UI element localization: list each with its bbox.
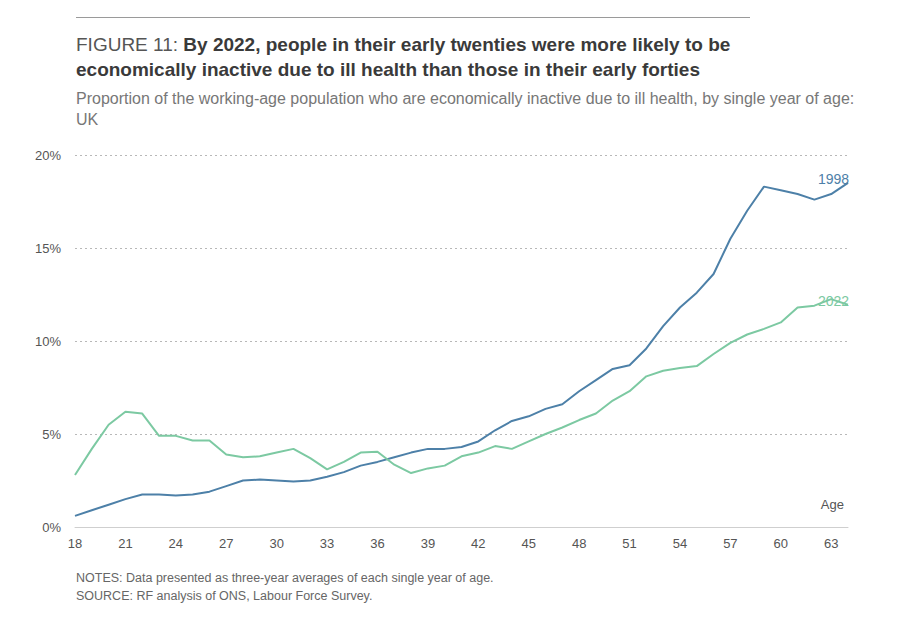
svg-text:63: 63 xyxy=(824,536,838,551)
svg-text:48: 48 xyxy=(572,536,586,551)
svg-text:39: 39 xyxy=(421,536,435,551)
svg-text:51: 51 xyxy=(622,536,636,551)
svg-text:21: 21 xyxy=(118,536,132,551)
html-text:FIGURE 11: By 2022, people in: FIGURE 11: By 2022, people in their earl… xyxy=(76,34,731,80)
svg-text:24: 24 xyxy=(169,536,183,551)
svg-text:20%: 20% xyxy=(35,148,61,163)
svg-text:33: 33 xyxy=(320,536,334,551)
svg-text:54: 54 xyxy=(673,536,687,551)
svg-text:30: 30 xyxy=(269,536,283,551)
svg-text:18: 18 xyxy=(68,536,82,551)
svg-text:1998: 1998 xyxy=(818,171,849,187)
svg-text:60: 60 xyxy=(774,536,788,551)
html-text:SOURCE: RF analysis of ONS, La: SOURCE: RF analysis of ONS, Labour Force… xyxy=(76,589,373,603)
html-text:Proportion of the working-age: Proportion of the working-age population… xyxy=(76,90,855,128)
html-text:NOTES: Data presented as three: NOTES: Data presented as three-year aver… xyxy=(76,571,494,585)
svg-text:36: 36 xyxy=(370,536,384,551)
svg-text:27: 27 xyxy=(219,536,233,551)
svg-text:42: 42 xyxy=(471,536,485,551)
svg-text:57: 57 xyxy=(723,536,737,551)
svg-text:5%: 5% xyxy=(42,427,61,442)
svg-text:15%: 15% xyxy=(35,241,61,256)
svg-text:Age: Age xyxy=(821,497,844,512)
svg-text:45: 45 xyxy=(521,536,535,551)
svg-text:10%: 10% xyxy=(35,334,61,349)
svg-text:2022: 2022 xyxy=(818,293,849,309)
svg-text:0%: 0% xyxy=(42,520,61,535)
